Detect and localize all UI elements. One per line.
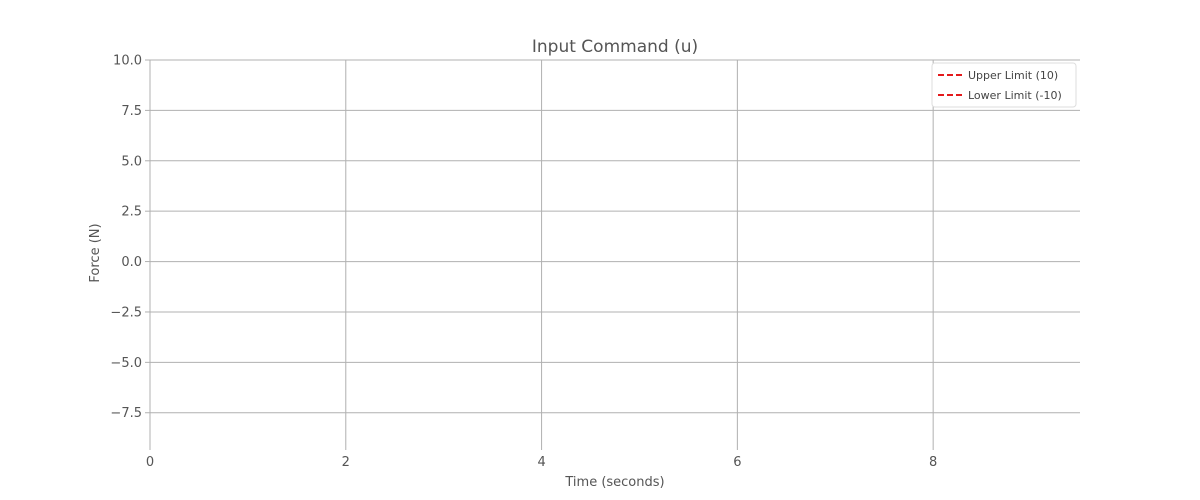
grid	[149, 59, 1080, 445]
legend-label-upper: Upper Limit (10)	[968, 69, 1058, 82]
y-tick-label: −7.5	[110, 406, 142, 421]
legend: Upper Limit (10) Lower Limit (-10)	[931, 62, 1077, 108]
x-axis-label: Time (seconds)	[564, 475, 664, 490]
x-tick-label: 6	[733, 455, 741, 470]
y-tick-label: 10.0	[113, 54, 142, 69]
x-tick-label: 2	[342, 455, 350, 470]
x-tick-label: 0	[146, 455, 154, 470]
y-tick-label: −2.5	[110, 305, 142, 320]
chart-title: Input Command (u)	[532, 37, 698, 57]
x-tick-label: 4	[537, 455, 545, 470]
x-tick-label: 8	[929, 455, 937, 470]
y-tick-label: −5.0	[110, 356, 142, 371]
y-tick-label: 7.5	[121, 104, 142, 119]
y-tick-label: 5.0	[121, 154, 142, 169]
y-axis-label: Force (N)	[88, 223, 103, 282]
ticks: 0 2 4 6 8 10.0 7.5 5.0 2.5 0.0 −2.5 −5.0 −7.5	[110, 54, 937, 471]
y-tick-label: 2.5	[121, 205, 142, 220]
legend-label-lower: Lower Limit (-10)	[968, 89, 1062, 102]
legend-box	[931, 62, 1077, 108]
y-tick-label: 0.0	[121, 255, 142, 270]
